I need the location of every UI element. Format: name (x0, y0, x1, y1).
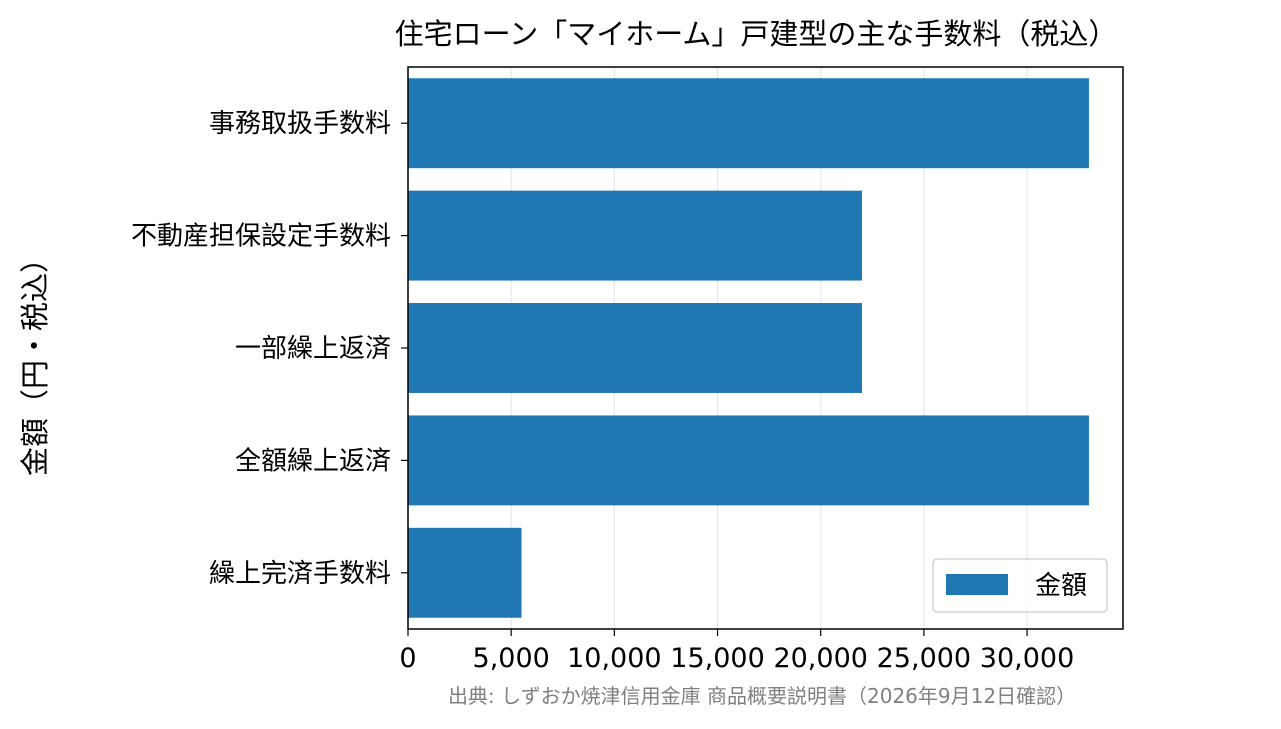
x-tick-label: 5,000 (473, 643, 550, 674)
x-tick-label: 15,000 (670, 643, 764, 674)
source-note: 出典: しずおか焼津信用金庫 商品概要説明書（2026年9月12日確認） (448, 684, 1076, 708)
x-tick-label: 20,000 (773, 643, 867, 674)
legend-swatch (946, 574, 1008, 595)
legend-box (932, 558, 1108, 613)
y-tick-label: 全額繰上返済 (235, 446, 391, 476)
x-tick-label: 10,000 (567, 643, 661, 674)
bar (408, 303, 862, 393)
x-tick-label: 0 (399, 643, 416, 674)
y-tick-label: 不動産担保設定手数料 (131, 222, 391, 252)
chart-title: 住宅ローン「マイホーム」戸建型の主な手数料（税込） (395, 17, 1118, 51)
y-tick-label: 事務取扱手数料 (209, 109, 391, 139)
bar (408, 415, 1089, 506)
legend: 金額 (932, 558, 1108, 613)
bar (408, 78, 1089, 169)
y-tick-label: 一部繰上返済 (235, 334, 391, 364)
x-tick-label: 25,000 (877, 643, 971, 674)
bars (408, 78, 1089, 618)
y-tick-label: 繰上完済手数料 (209, 559, 391, 589)
bar (408, 190, 862, 281)
x-axis-ticks: 0 5,000 10,000 15,000 20,000 25,000 30,000 (399, 629, 1074, 674)
y-axis-label: 金額（円・税込） (18, 244, 52, 476)
x-tick-label: 30,000 (980, 643, 1074, 674)
bar (408, 527, 522, 618)
legend-label: 金額 (1035, 571, 1087, 601)
